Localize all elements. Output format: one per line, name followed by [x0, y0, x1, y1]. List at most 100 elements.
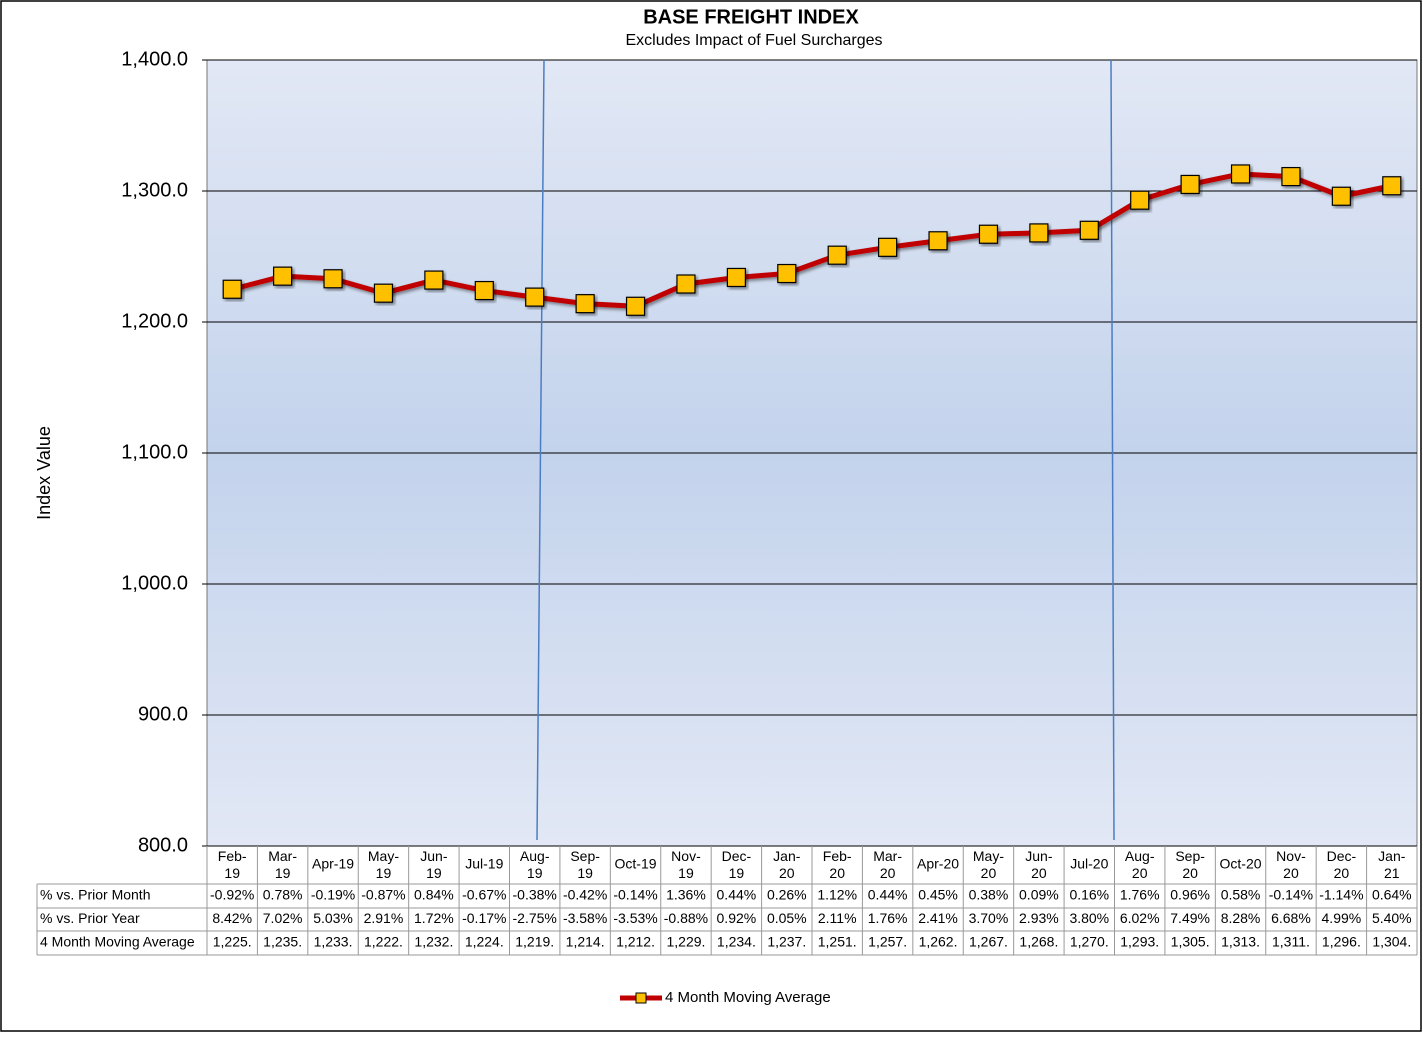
table-cell: 1,313.: [1221, 934, 1260, 950]
table-cell: 0.38%: [969, 887, 1009, 903]
x-tick-label: Nov-19: [671, 848, 701, 881]
table-cell: 1,212.: [616, 934, 655, 950]
table-cell: 0.58%: [1221, 887, 1261, 903]
x-tick-label: Aug-19: [520, 848, 550, 881]
table-cell: 4.99%: [1322, 910, 1362, 926]
table-cell: 1,270.: [1070, 934, 1109, 950]
marker: [878, 237, 898, 257]
table-cell: 1,311.: [1272, 934, 1310, 950]
x-tick-label: Feb-19: [218, 848, 247, 881]
y-tick-label: 900.0: [138, 703, 188, 725]
y-tick-label: 800.0: [138, 834, 188, 856]
table-cell: 5.03%: [313, 910, 353, 926]
table-cell: 1,305.: [1171, 934, 1210, 950]
table-cell: 0.96%: [1170, 887, 1210, 903]
y-tick-label: 1,200.0: [121, 310, 188, 332]
x-tick-label: Sep-19: [570, 848, 600, 881]
table-cell: 8.42%: [212, 910, 252, 926]
marker: [1382, 176, 1402, 196]
table-cell: -0.67%: [462, 887, 506, 903]
table-cell: -0.38%: [513, 887, 557, 903]
y-axis-label: Index Value: [34, 426, 54, 520]
table-cell: -0.42%: [563, 887, 607, 903]
table-cell: 5.40%: [1372, 910, 1412, 926]
x-tick-label: Jun-19: [420, 848, 448, 881]
table-cell: 1,251.: [818, 934, 857, 950]
table-cell: 0.44%: [868, 887, 908, 903]
marker: [1180, 174, 1200, 195]
x-tick-label: Oct-19: [615, 856, 657, 872]
table-cell: 1,267.: [969, 934, 1008, 950]
marker: [222, 279, 242, 299]
table-cell: -0.17%: [462, 910, 506, 926]
marker: [726, 267, 746, 288]
marker: [323, 269, 343, 289]
table-cell: 0.45%: [918, 887, 958, 903]
table-cell: 1.12%: [817, 887, 857, 903]
table-cell: 0.78%: [263, 887, 303, 903]
table-cell: 0.92%: [717, 910, 757, 926]
table-cell: 1,237.: [767, 934, 806, 950]
x-tick-label: Apr-20: [917, 856, 959, 872]
x-tick-label: Apr-19: [312, 856, 354, 872]
table-cell: 1,257.: [868, 934, 907, 950]
table-cell: 1,262.: [919, 934, 958, 950]
table-row-label: 4 Month Moving Average: [40, 934, 195, 950]
marker: [424, 270, 444, 290]
legend-marker: [635, 992, 647, 1004]
table-cell: 1.76%: [1120, 887, 1160, 903]
table-cell: 2.93%: [1019, 910, 1059, 926]
table-cell: -0.88%: [664, 910, 708, 926]
x-tick-label: Nov-20: [1276, 848, 1306, 881]
table-cell: 1,232.: [414, 934, 453, 950]
marker: [1130, 190, 1150, 210]
table-cell: -0.14%: [1269, 887, 1313, 903]
table-cell: 6.68%: [1271, 910, 1311, 926]
x-tick-label: Dec-19: [722, 848, 752, 881]
table-cell: 3.70%: [969, 910, 1009, 926]
period-divider: [1110, 59, 1115, 841]
table-cell: -3.53%: [613, 910, 657, 926]
table-cell: 1.36%: [666, 887, 706, 903]
table-cell: 1,234.: [717, 934, 756, 950]
marker: [777, 263, 797, 284]
table-cell: 1,304.: [1372, 934, 1411, 950]
x-tick-label: Jan-20: [773, 848, 801, 881]
x-tick-label: Mar-19: [268, 848, 297, 881]
table-cell: 1,233.: [314, 934, 353, 950]
table-cell: -0.92%: [210, 887, 254, 903]
table-cell: 1,214.: [566, 934, 605, 950]
table-cell: -3.58%: [563, 910, 607, 926]
marker: [1029, 223, 1049, 243]
y-tick-label: 1,100.0: [121, 441, 188, 463]
marker: [474, 280, 494, 301]
table-cell: 1,268.: [1019, 934, 1058, 950]
y-tick-label: 1,000.0: [121, 572, 188, 594]
marker: [676, 274, 696, 294]
marker: [525, 287, 545, 307]
table-cell: 1,225.: [213, 934, 252, 950]
marker: [1230, 164, 1251, 184]
chart-subtitle: Excludes Impact of Fuel Surcharges: [625, 32, 882, 49]
x-tick-label: Jul-19: [465, 856, 503, 872]
marker: [1331, 186, 1351, 206]
marker: [928, 231, 948, 251]
x-tick-label: Dec-20: [1327, 848, 1357, 881]
x-tick-label: Jul-20: [1070, 856, 1108, 872]
table-cell: 3.80%: [1069, 910, 1109, 926]
x-tick-label: Mar-20: [873, 848, 902, 881]
table-cell: 0.09%: [1019, 887, 1059, 903]
table-cell: 1.76%: [868, 910, 908, 926]
table-cell: 1,296.: [1322, 934, 1361, 950]
x-tick-label: May-19: [368, 848, 399, 881]
table-cell: 1,229.: [666, 934, 705, 950]
table-cell: -0.19%: [311, 887, 355, 903]
table-cell: 0.84%: [414, 887, 454, 903]
table-cell: 0.16%: [1069, 887, 1109, 903]
x-tick-label: Feb-20: [823, 848, 852, 881]
table-cell: 1,293.: [1120, 934, 1159, 950]
x-tick-label: Jun-20: [1025, 848, 1053, 881]
table-cell: -2.75%: [513, 910, 557, 926]
marker: [273, 266, 293, 286]
marker: [827, 245, 847, 265]
